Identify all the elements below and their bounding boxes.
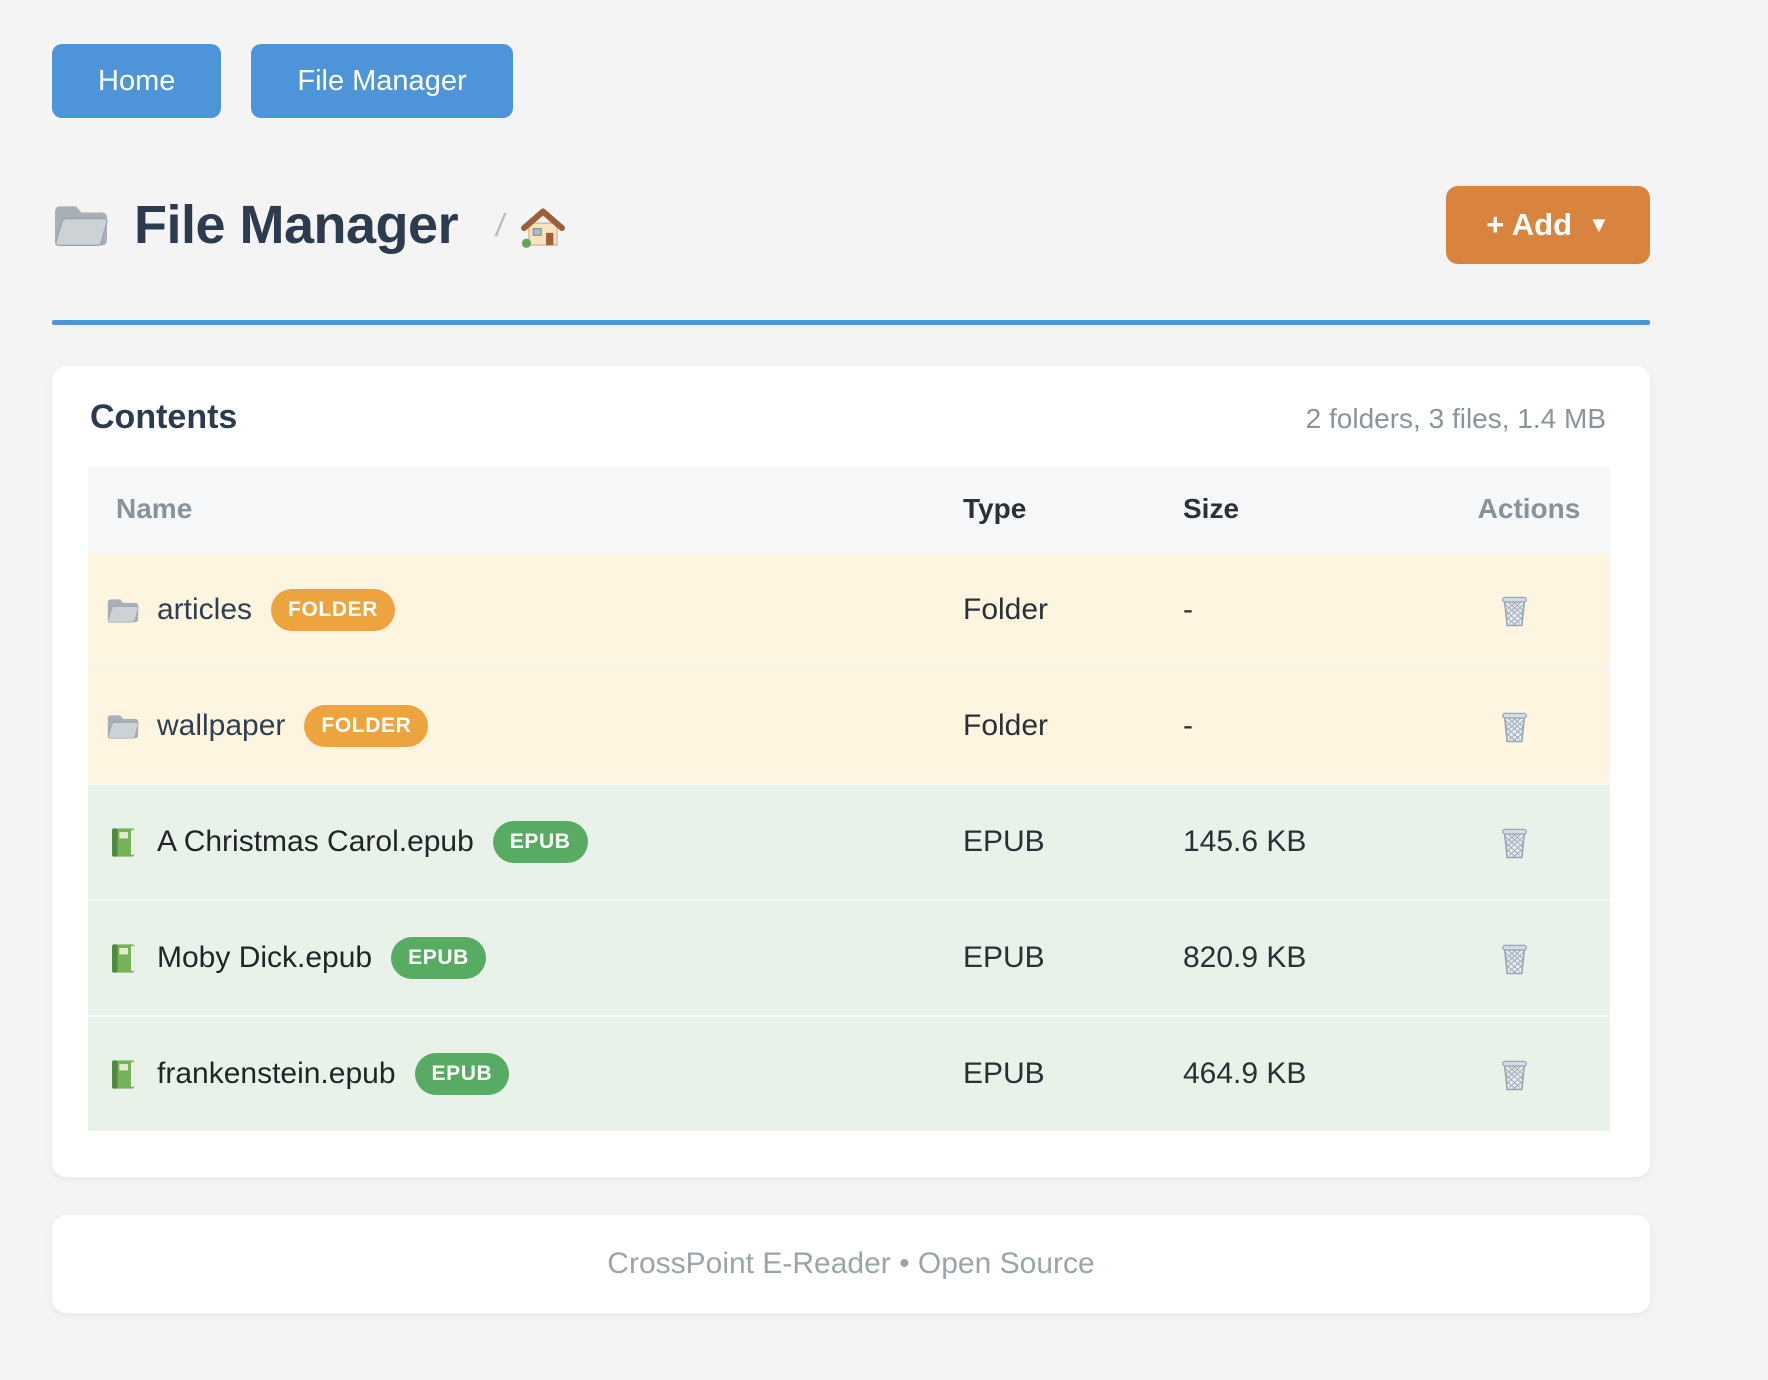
type-badge: FOLDER <box>304 705 429 747</box>
file-name[interactable]: frankenstein.epub <box>157 1057 396 1090</box>
add-button[interactable]: + Add ▼ <box>1446 186 1650 264</box>
footer-text: CrossPoint E-Reader • Open Source <box>607 1247 1095 1280</box>
actions-cell <box>1418 937 1610 980</box>
file-size: - <box>1183 593 1193 626</box>
wastebasket-icon <box>1499 941 1530 976</box>
file-size: 145.6 KB <box>1183 825 1307 858</box>
file-type: Folder <box>963 709 1049 742</box>
delete-button[interactable] <box>1495 821 1534 864</box>
contents-card-header: Contents 2 folders, 3 files, 1.4 MB <box>88 398 1610 437</box>
file-name-cell: wallpaper FOLDER <box>88 705 963 747</box>
file-name-cell: frankenstein.epub EPUB <box>88 1053 963 1095</box>
nav-home-button[interactable]: Home <box>52 44 222 118</box>
breadcrumb-separator: / <box>493 206 508 243</box>
wastebasket-icon <box>1499 825 1530 860</box>
folder-icon <box>52 201 110 250</box>
file-name-cell: A Christmas Carol.epub EPUB <box>88 821 963 863</box>
folder-icon <box>106 595 140 626</box>
table-row: articles FOLDER Folder - <box>88 551 1610 667</box>
file-name[interactable]: Moby Dick.epub <box>157 941 373 974</box>
actions-cell <box>1418 1053 1610 1096</box>
green-book-icon <box>106 943 140 974</box>
delete-button[interactable] <box>1495 705 1534 748</box>
caret-down-icon: ▼ <box>1588 212 1610 237</box>
actions-cell <box>1418 821 1610 864</box>
file-type: EPUB <box>963 1057 1045 1090</box>
table-row: wallpaper FOLDER Folder - <box>88 667 1610 783</box>
house-icon[interactable] <box>521 207 565 249</box>
column-header-size: Size <box>1183 493 1240 524</box>
contents-card: Contents 2 folders, 3 files, 1.4 MB Name… <box>52 366 1650 1177</box>
wastebasket-icon <box>1499 593 1530 628</box>
contents-summary: 2 folders, 3 files, 1.4 MB <box>1305 403 1606 434</box>
column-header-name: Name <box>116 493 193 524</box>
file-manager-page: Home File Manager File Manager / + Add ▼… <box>52 44 1650 1313</box>
green-book-icon <box>106 827 140 858</box>
green-book-icon <box>106 1059 140 1090</box>
type-badge: EPUB <box>492 821 588 863</box>
table-row: Moby Dick.epub EPUB EPUB 820.9 KB <box>88 899 1610 1015</box>
file-name-cell: articles FOLDER <box>88 589 963 631</box>
table-header-row: Name Type Size Actions <box>88 467 1610 551</box>
type-badge: FOLDER <box>271 589 395 631</box>
top-nav: Home File Manager <box>52 44 1650 118</box>
column-header-type: Type <box>963 493 1027 524</box>
files-table: Name Type Size Actions articles FOLDER F… <box>88 467 1610 1131</box>
column-header-actions: Actions <box>1477 493 1581 524</box>
file-size: - <box>1183 709 1193 742</box>
file-type: Folder <box>963 593 1049 626</box>
page-title: File Manager <box>134 195 459 255</box>
file-name-cell: Moby Dick.epub EPUB <box>88 937 963 979</box>
file-size: 464.9 KB <box>1183 1057 1307 1090</box>
type-badge: EPUB <box>391 937 486 979</box>
footer-card: CrossPoint E-Reader • Open Source <box>52 1215 1650 1313</box>
nav-file-manager-button[interactable]: File Manager <box>251 44 513 118</box>
header-divider <box>52 320 1650 325</box>
add-button-label: + Add <box>1486 207 1573 242</box>
file-name[interactable]: A Christmas Carol.epub <box>157 825 474 858</box>
file-name[interactable]: wallpaper <box>157 709 286 742</box>
file-size: 820.9 KB <box>1183 941 1307 974</box>
file-name[interactable]: articles <box>157 593 253 626</box>
wastebasket-icon <box>1499 709 1530 744</box>
actions-cell <box>1418 589 1610 632</box>
delete-button[interactable] <box>1495 937 1534 980</box>
title-group: File Manager / <box>52 198 565 252</box>
folder-icon <box>106 711 140 742</box>
wastebasket-icon <box>1499 1057 1530 1092</box>
file-type: EPUB <box>963 825 1045 858</box>
table-row: A Christmas Carol.epub EPUB EPUB 145.6 K… <box>88 783 1610 899</box>
page-header: File Manager / + Add ▼ <box>52 186 1650 264</box>
actions-cell <box>1418 705 1610 748</box>
delete-button[interactable] <box>1495 1053 1534 1096</box>
delete-button[interactable] <box>1495 589 1534 632</box>
file-type: EPUB <box>963 941 1045 974</box>
table-row: frankenstein.epub EPUB EPUB 464.9 KB <box>88 1015 1610 1131</box>
type-badge: EPUB <box>414 1053 510 1095</box>
contents-title: Contents <box>90 398 238 436</box>
